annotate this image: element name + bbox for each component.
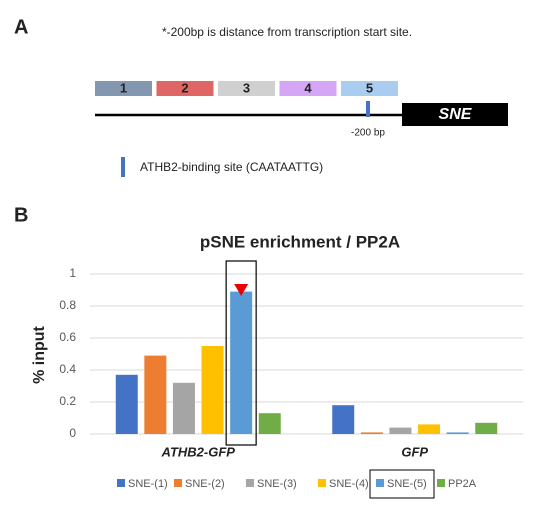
legend-swatch: [246, 479, 254, 487]
bar: [475, 422, 498, 434]
region-box: [218, 81, 275, 96]
bar: [446, 432, 469, 434]
bar: [360, 432, 383, 434]
legend-swatch: [117, 479, 125, 487]
note: *-200bp is distance from transcription s…: [162, 25, 412, 39]
legend-label: SNE-(3): [257, 478, 297, 490]
bar: [172, 382, 195, 434]
bar: [258, 413, 281, 434]
arrow-marker: [234, 284, 249, 296]
legend-highlight: [369, 469, 435, 499]
legend-swatch: [318, 479, 326, 487]
gene-box: [402, 103, 508, 126]
region-box: [341, 81, 398, 96]
y-tick-label: 0: [69, 426, 76, 440]
bar: [332, 405, 355, 434]
legend-label: SNE-(1): [128, 478, 168, 490]
y-axis-label: % input: [31, 325, 48, 383]
region-label: 4: [304, 80, 312, 95]
region-label: 2: [181, 80, 188, 95]
y-tick-label: 1: [69, 266, 76, 280]
bar: [144, 355, 167, 434]
highlight-box: [225, 260, 257, 446]
x-tick-label: ATHB2-GFP: [161, 444, 236, 459]
y-tick-label: 0.8: [59, 298, 76, 312]
bar: [418, 424, 441, 434]
region-box: [156, 81, 214, 96]
legend-swatch: [437, 479, 445, 487]
region-label: 1: [120, 80, 127, 95]
legend-label: SNE-(2): [185, 478, 225, 490]
region-label: 5: [366, 80, 373, 95]
bar: [389, 427, 412, 434]
y-tick-label: 0.4: [59, 362, 76, 376]
chart-title: pSNE enrichment / PP2A: [200, 232, 400, 251]
legend-swatch: [376, 479, 384, 487]
x-tick-label: GFP: [401, 444, 428, 459]
site-legend: ATHB2-binding site (CAATAATTG): [140, 160, 323, 174]
binding-site: [366, 101, 370, 117]
legend-label: SNE-(5): [387, 478, 427, 490]
panel-label: B: [14, 204, 28, 226]
legend-label: SNE-(4): [329, 478, 369, 490]
bar: [115, 374, 138, 434]
bar: [201, 346, 224, 434]
site-label: -200 bp: [351, 128, 385, 139]
bar: [230, 291, 253, 434]
region-box: [279, 81, 337, 96]
legend-label: PP2A: [448, 478, 477, 490]
y-tick-label: 0.6: [59, 330, 76, 344]
gene-label: SNE: [439, 106, 473, 123]
legend-site-marker: [121, 157, 125, 177]
y-tick-label: 0.2: [59, 394, 76, 408]
region-label: 3: [243, 80, 250, 95]
region-box: [95, 81, 152, 96]
panel-label: A: [14, 16, 28, 38]
legend-swatch: [174, 479, 182, 487]
